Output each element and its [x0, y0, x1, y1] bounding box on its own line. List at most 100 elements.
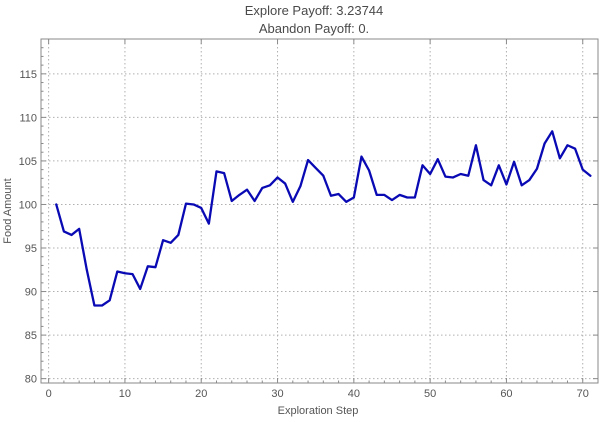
data-point — [391, 199, 393, 202]
x-tick-labels: 0 10 20 30 40 50 60 70 — [46, 388, 589, 400]
y-tick-label: 80 — [25, 374, 37, 386]
data-point — [368, 169, 370, 172]
x-tick-label: 60 — [500, 388, 512, 400]
axis-ticks — [41, 39, 598, 383]
y-axis-label: Food Amount — [2, 178, 14, 243]
data-point — [269, 184, 271, 187]
data-point — [574, 147, 577, 150]
x-tick-label: 70 — [577, 388, 589, 400]
data-point — [253, 200, 256, 202]
data-point — [467, 174, 470, 177]
data-point — [230, 200, 233, 202]
data-point — [429, 173, 432, 175]
data-point — [589, 174, 592, 177]
data-point — [337, 193, 340, 195]
data-point — [566, 144, 569, 147]
data-point — [62, 230, 65, 233]
data-point — [581, 168, 584, 171]
y-tick-label: 110 — [19, 112, 37, 124]
data-point — [55, 203, 58, 206]
data-point — [398, 193, 401, 196]
y-tick-label: 115 — [19, 69, 37, 81]
y-tick-label: 105 — [19, 156, 37, 168]
data-point — [528, 179, 531, 181]
data-point — [513, 160, 515, 163]
x-axis-label: Exploration Step — [278, 405, 359, 417]
data-point — [169, 241, 172, 244]
data-point — [85, 268, 88, 271]
data-point — [192, 203, 195, 206]
x-tick-label: 40 — [348, 388, 360, 400]
data-point — [261, 187, 264, 189]
data-point — [452, 176, 454, 179]
data-point — [551, 130, 554, 133]
data-point — [154, 266, 157, 269]
x-tick-label: 20 — [195, 388, 207, 400]
data-point — [207, 222, 210, 225]
series-line — [55, 130, 592, 307]
data-point — [536, 167, 538, 170]
data-point — [108, 299, 111, 302]
data-point — [436, 158, 439, 161]
chart-subtitle: Abandon Payoff: 0. — [259, 21, 369, 36]
x-tick-label: 10 — [119, 388, 131, 400]
data-point — [299, 185, 302, 188]
data-point — [162, 239, 164, 242]
data-point — [345, 200, 348, 203]
data-point — [139, 288, 142, 290]
y-tick-label: 85 — [25, 330, 37, 342]
data-point — [383, 193, 386, 196]
data-point — [116, 270, 119, 273]
x-tick-label: 50 — [424, 388, 436, 400]
data-point — [223, 172, 226, 175]
data-point — [406, 196, 409, 199]
data-point — [291, 200, 294, 203]
y-tick-labels: 80 85 90 95 100 105 110 115 — [19, 69, 37, 386]
y-tick-label: 100 — [19, 199, 37, 211]
data-point — [459, 173, 462, 175]
y-tick-label: 90 — [25, 287, 37, 299]
data-point — [215, 170, 218, 173]
data-point — [246, 188, 248, 191]
data-point — [475, 144, 477, 147]
data-point — [444, 175, 447, 178]
data-point — [505, 183, 508, 186]
data-point — [497, 164, 500, 167]
data-point — [177, 234, 180, 236]
data-point — [238, 193, 241, 196]
data-point — [352, 196, 355, 199]
data-point — [314, 166, 317, 169]
data-point — [543, 142, 546, 145]
y-tick-label: 95 — [25, 243, 37, 255]
data-point — [93, 304, 96, 307]
data-point — [558, 157, 561, 160]
grid — [41, 39, 598, 383]
data-point — [101, 304, 103, 307]
data-point — [421, 164, 424, 167]
x-tick-label: 30 — [271, 388, 283, 400]
data-point — [307, 159, 309, 161]
series-layer — [55, 130, 592, 307]
data-point — [284, 182, 287, 185]
chart-title: Explore Payoff: 3.23744 — [245, 3, 384, 18]
plot-frame — [40, 38, 599, 384]
data-point — [360, 155, 363, 158]
data-point — [276, 176, 279, 179]
data-point — [375, 193, 378, 196]
data-point — [490, 184, 493, 187]
data-point — [520, 184, 523, 187]
data-point — [322, 174, 325, 177]
data-point — [200, 207, 203, 209]
x-tick-label: 0 — [46, 388, 52, 400]
data-point — [185, 202, 187, 205]
data-point — [146, 265, 149, 268]
data-point — [413, 196, 416, 199]
data-point — [124, 272, 126, 275]
data-point — [78, 227, 81, 230]
data-point — [131, 273, 134, 276]
data-point — [70, 234, 73, 236]
data-point — [330, 194, 332, 197]
data-point — [482, 179, 485, 181]
